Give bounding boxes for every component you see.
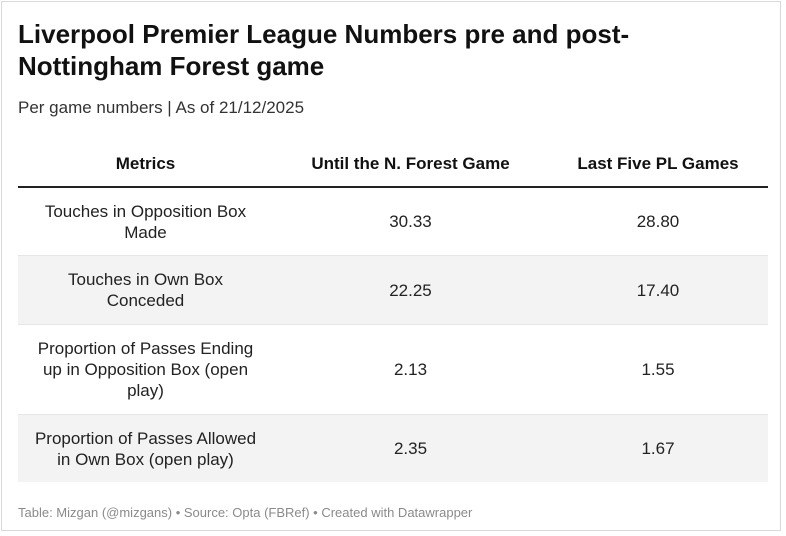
column-header-until-forest: Until the N. Forest Game — [273, 142, 548, 188]
table-header-row: Metrics Until the N. Forest Game Last Fi… — [18, 142, 768, 188]
metric-label: Touches in Opposition Box Made — [18, 187, 273, 256]
chart-title: Liverpool Premier League Numbers pre and… — [18, 19, 630, 81]
last-five-value: 28.80 — [548, 187, 768, 256]
metric-label: Proportion of Passes Ending up in Opposi… — [18, 324, 273, 415]
last-five-value: 17.40 — [548, 255, 768, 325]
chart-footer: Table: Mizgan (@mizgans) • Source: Opta … — [18, 505, 473, 520]
until-forest-value: 2.13 — [273, 324, 548, 415]
chart-subtitle: Per game numbers | As of 21/12/2025 — [18, 98, 305, 117]
metric-label: Touches in Own Box Conceded — [18, 255, 273, 325]
metric-label: Proportion of Passes Allowed in Own Box … — [18, 414, 273, 482]
table-row: Touches in Opposition Box Made 30.33 28.… — [18, 187, 768, 256]
until-forest-value: 22.25 — [273, 255, 548, 325]
last-five-value: 1.67 — [548, 414, 768, 482]
until-forest-value: 30.33 — [273, 187, 548, 256]
table-row: Touches in Own Box Conceded 22.25 17.40 — [18, 255, 768, 325]
table-row: Proportion of Passes Ending up in Opposi… — [18, 324, 768, 415]
data-table: Metrics Until the N. Forest Game Last Fi… — [18, 142, 768, 482]
column-header-last-five: Last Five PL Games — [548, 142, 768, 188]
column-header-metrics: Metrics — [18, 142, 273, 188]
last-five-value: 1.55 — [548, 324, 768, 415]
until-forest-value: 2.35 — [273, 414, 548, 482]
table-row: Proportion of Passes Allowed in Own Box … — [18, 414, 768, 482]
